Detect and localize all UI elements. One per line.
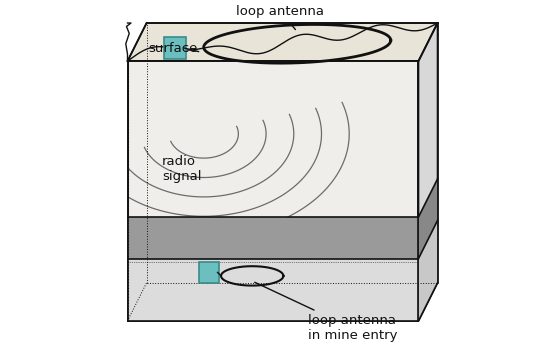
Text: loop antenna
in mine entry: loop antenna in mine entry — [255, 282, 397, 342]
Polygon shape — [128, 259, 418, 321]
Polygon shape — [418, 179, 437, 259]
Polygon shape — [128, 217, 418, 259]
Polygon shape — [128, 23, 437, 61]
Polygon shape — [418, 220, 437, 321]
Text: surface: surface — [149, 42, 198, 55]
Text: radio
signal: radio signal — [162, 154, 201, 183]
Polygon shape — [418, 23, 437, 321]
FancyBboxPatch shape — [199, 262, 219, 283]
Polygon shape — [128, 61, 418, 321]
Text: loop antenna: loop antenna — [236, 5, 324, 29]
FancyBboxPatch shape — [164, 37, 186, 59]
